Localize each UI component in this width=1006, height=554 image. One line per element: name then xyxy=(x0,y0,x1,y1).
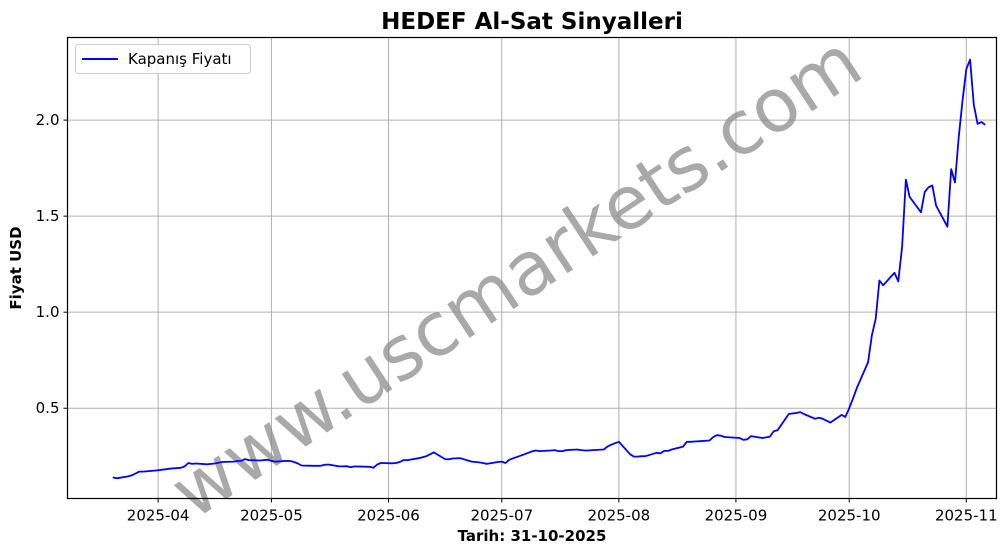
x-tick-label: 2025-06 xyxy=(357,507,420,525)
y-tick-label: 1.0 xyxy=(36,303,60,321)
legend-box xyxy=(75,44,251,74)
y-tick-label: 2.0 xyxy=(36,111,60,129)
x-tick-label: 2025-11 xyxy=(935,507,998,525)
x-tick-label: 2025-08 xyxy=(588,507,651,525)
x-tick-label: 2025-09 xyxy=(705,507,768,525)
x-tick-label: 2025-04 xyxy=(127,507,190,525)
y-axis-ticks: 0.5 1.0 1.5 2.0 xyxy=(36,111,68,417)
legend: Kapanış Fiyatı xyxy=(75,44,251,74)
y-tick-label: 1.5 xyxy=(36,207,60,225)
data-series xyxy=(112,58,986,480)
x-tick-label: 2025-07 xyxy=(470,507,533,525)
x-axis-label: Tarih: 31-10-2025 xyxy=(458,527,607,545)
legend-label: Kapanış Fiyatı xyxy=(128,50,232,68)
plot-frame xyxy=(66,36,998,500)
x-tick-label: 2025-05 xyxy=(240,507,303,525)
x-tick-label: 2025-10 xyxy=(818,507,881,525)
chart-title: HEDEF Al-Sat Sinyalleri xyxy=(381,9,683,35)
x-axis-ticks: 2025-04 2025-05 2025-06 2025-07 2025-08 2025-… xyxy=(127,498,998,525)
price-line xyxy=(112,58,986,480)
y-axis-label: Fiyat USD xyxy=(7,226,25,309)
y-tick-label: 0.5 xyxy=(36,399,60,417)
grid-lines xyxy=(67,37,997,499)
